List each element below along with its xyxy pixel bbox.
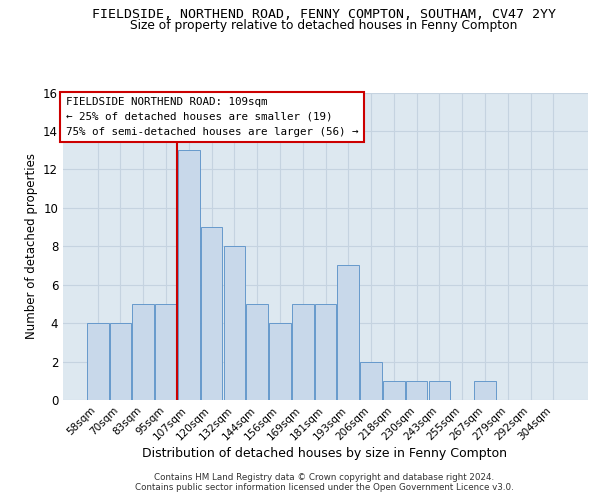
Bar [201,227,223,400]
Bar [292,304,314,400]
Bar [178,150,200,400]
Bar [269,323,291,400]
Bar [474,381,496,400]
Bar [314,304,337,400]
Text: Contains public sector information licensed under the Open Government Licence v3: Contains public sector information licen… [134,484,514,492]
Bar [383,381,404,400]
Bar [337,266,359,400]
Text: FIELDSIDE, NORTHEND ROAD, FENNY COMPTON, SOUTHAM, CV47 2YY: FIELDSIDE, NORTHEND ROAD, FENNY COMPTON,… [92,8,556,20]
Bar [224,246,245,400]
Bar [247,304,268,400]
Text: FIELDSIDE NORTHEND ROAD: 109sqm
← 25% of detached houses are smaller (19)
75% of: FIELDSIDE NORTHEND ROAD: 109sqm ← 25% of… [65,97,358,136]
Text: Size of property relative to detached houses in Fenny Compton: Size of property relative to detached ho… [130,19,518,32]
Text: Distribution of detached houses by size in Fenny Compton: Distribution of detached houses by size … [142,448,506,460]
Bar [110,323,131,400]
Bar [428,381,450,400]
Text: Contains HM Land Registry data © Crown copyright and database right 2024.: Contains HM Land Registry data © Crown c… [154,472,494,482]
Bar [133,304,154,400]
Bar [155,304,177,400]
Bar [87,323,109,400]
Bar [406,381,427,400]
Y-axis label: Number of detached properties: Number of detached properties [25,153,38,339]
Bar [360,362,382,400]
